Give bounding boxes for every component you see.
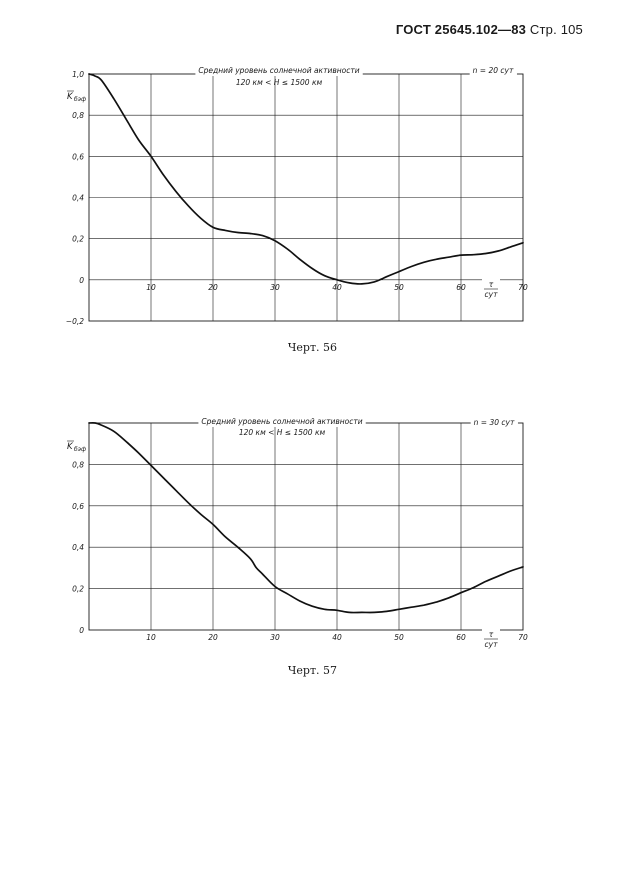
x-tick-label: 30 — [270, 283, 280, 292]
n-label: n = 20 сут — [473, 66, 514, 75]
y-tick-label: 0,4 — [72, 194, 84, 203]
standard-number: ГОСТ 25645.102—83 — [395, 22, 527, 37]
caption-56: Черт. 56 — [287, 341, 338, 354]
y-tick-label: 0,8 — [72, 111, 84, 120]
chart-57: Средний уровень солнечной активности 120 … — [67, 416, 528, 649]
chart-56: Средний уровень солнечной активности 120 … — [66, 65, 528, 326]
x-axis-label-tau: τ — [489, 280, 494, 289]
annotation-bg — [195, 65, 363, 76]
activity-annotation: Средний уровень солнечной активности — [201, 417, 362, 426]
x-tick-label: 70 — [518, 633, 528, 642]
y-axis-label-subscript: бэф — [74, 96, 86, 103]
x-tick-label: 20 — [208, 283, 218, 292]
x-tick-label: 40 — [332, 283, 342, 292]
x-tick-label: 60 — [456, 633, 466, 642]
plot-frame — [88, 422, 524, 631]
y-tick-label: 1,0 — [72, 70, 84, 79]
y-axis-label-subscript: бэф — [74, 446, 86, 453]
x-axis-label-tau: τ — [489, 630, 494, 639]
n-label: n = 30 сут — [474, 418, 515, 427]
page-header: ГОСТ 25645.102—83 Стр. 105 — [396, 22, 583, 37]
x-tick-label: 10 — [146, 633, 156, 642]
correlation-curve — [88, 73, 524, 285]
n-label-bg — [470, 417, 518, 428]
altitude-range-annotation: 120 км < H ≤ 1500 км — [239, 428, 326, 437]
y-tick-label: 0,2 — [72, 235, 84, 244]
y-tick-label: 0,4 — [72, 543, 84, 552]
x-tick-label: 40 — [332, 633, 342, 642]
y-tick-label: 0,8 — [72, 460, 84, 469]
x-tick-label: 70 — [518, 283, 528, 292]
annotation-bg — [198, 416, 366, 427]
y-tick-label: 0 — [79, 626, 84, 635]
x-tick-label: 50 — [394, 633, 404, 642]
caption-57: Черт. 57 — [287, 664, 338, 677]
x-tick-label: 10 — [146, 283, 156, 292]
y-tick-label: 0,2 — [72, 585, 84, 594]
y-tick-label: −0,2 — [66, 317, 84, 326]
page-number: Стр. 105 — [529, 22, 583, 37]
y-tick-label: 0,6 — [72, 502, 84, 511]
x-tick-label: 50 — [394, 283, 404, 292]
y-tick-label: 0 — [79, 276, 84, 285]
n-label-bg — [469, 65, 517, 76]
y-axis-label: K — [67, 442, 74, 452]
y-axis-label: K — [67, 92, 74, 102]
x-axis-label-unit: сут — [485, 640, 499, 649]
correlation-curve — [88, 422, 524, 614]
y-tick-label: 0,6 — [72, 152, 84, 161]
x-axis-label-unit: сут — [485, 290, 499, 299]
x-tick-label: 30 — [270, 633, 280, 642]
x-tick-label: 60 — [456, 283, 466, 292]
x-tick-label: 20 — [208, 633, 218, 642]
activity-annotation: Средний уровень солнечной активности — [198, 66, 359, 75]
altitude-range-annotation: 120 км < H ≤ 1500 км — [236, 78, 323, 87]
